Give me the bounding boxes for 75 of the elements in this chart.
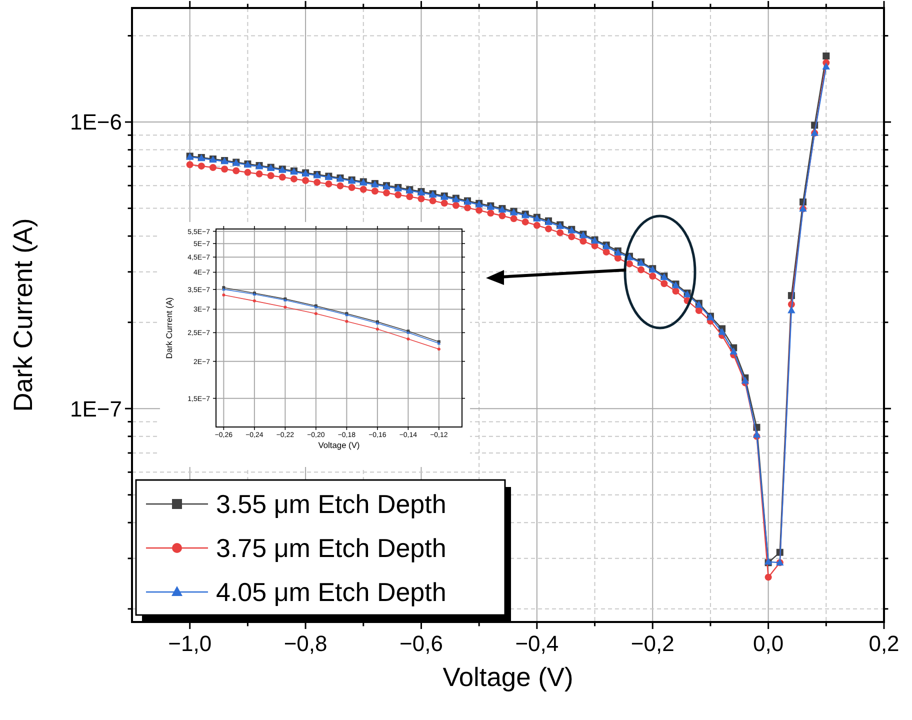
y-tick-label: 1E−6 [70,110,122,135]
point [649,272,656,280]
point [394,191,402,198]
legend-label: 4.05 μm Etch Depth [216,577,446,608]
point [718,328,726,335]
point [429,197,436,204]
point [476,206,483,214]
x-tick-label: 0,0 [753,631,784,656]
x-axis-title: Voltage (V) [442,662,574,692]
y-axis-title: Dark Current (A) [8,218,38,412]
point [730,347,738,354]
point [614,254,622,262]
point [336,182,344,190]
point [764,574,772,581]
point [186,161,194,168]
point [406,193,414,200]
point [452,202,460,209]
point [267,172,274,180]
line-series [222,294,440,351]
point [464,204,472,212]
point [695,306,702,314]
point [437,348,440,351]
point [568,233,576,240]
point [244,168,252,176]
point [232,167,240,174]
x-tick-label: −0,2 [630,631,674,656]
point [510,215,518,222]
point [638,266,645,274]
point [325,180,332,188]
point [418,195,425,202]
point [222,294,226,297]
point [788,306,796,314]
x-axis-title: Voltage (V) [318,440,360,450]
point [556,229,564,236]
point [360,186,367,193]
point [822,52,830,60]
point [602,248,610,256]
x-tick-label: 0,2 [868,631,900,656]
point [209,164,216,171]
x-tick-label: −0,8 [284,631,328,656]
point [544,225,552,232]
point [498,212,506,220]
point [302,177,310,184]
point [487,210,494,217]
point [252,299,256,302]
point [284,306,287,309]
point [522,218,529,226]
point [314,312,318,316]
point [256,170,263,178]
point [314,178,321,186]
point [822,62,830,70]
point [660,280,668,288]
point [348,184,356,191]
point [580,238,587,245]
x-tick-label: −0,6 [400,631,443,656]
point [626,260,633,268]
point [440,200,448,207]
x-tick-label: −0,4 [515,631,559,656]
point [741,376,750,384]
point [383,189,390,196]
point [376,328,379,331]
point [672,288,680,295]
y-tick-label: 1E−7 [70,396,122,422]
point [533,222,540,229]
x-tick-label: −1,0 [168,631,212,656]
point [371,188,378,195]
point [345,320,348,323]
point [198,162,205,170]
legend-label: 3.55 μm Etch Depth [216,489,446,520]
point [278,174,286,181]
point [406,337,410,340]
legend-label: 3.75 μm Etch Depth [216,533,446,564]
point [290,175,298,182]
y-axis-title: Dark Current (A) [164,297,174,359]
point [221,166,228,173]
